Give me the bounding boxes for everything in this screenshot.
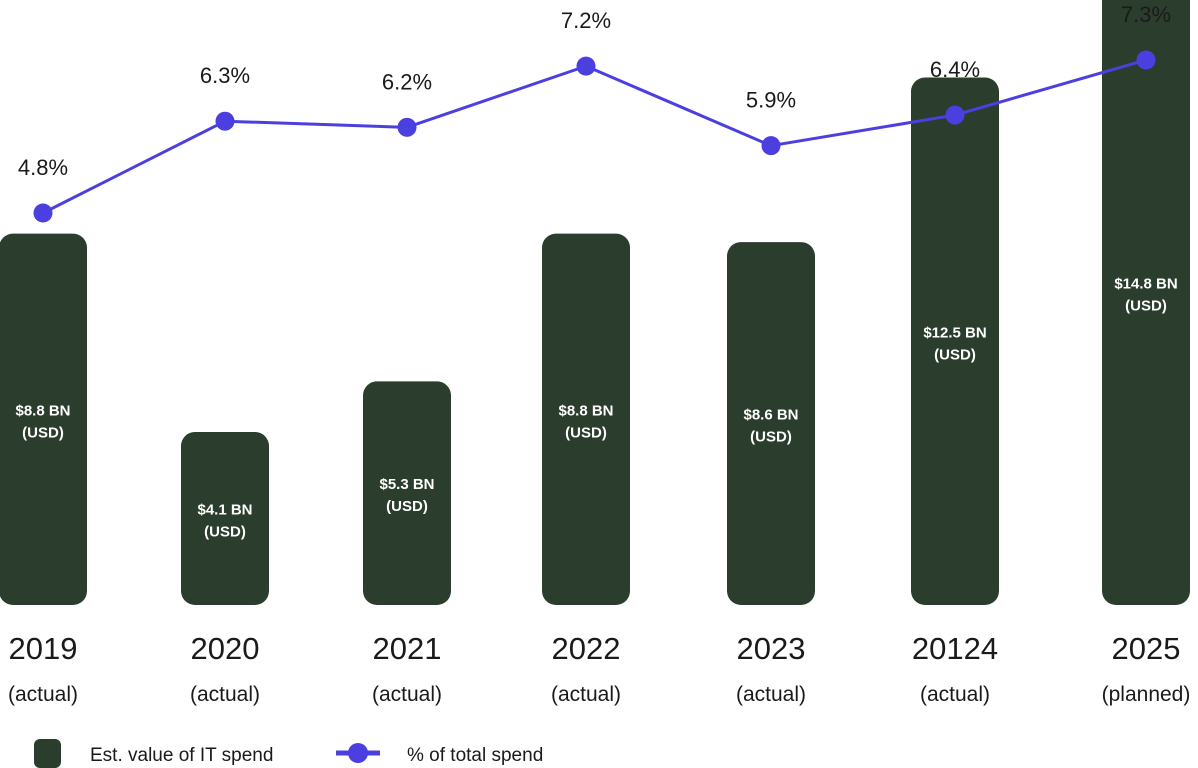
year-label: 2022	[552, 631, 621, 666]
percent-point-2020	[215, 111, 235, 131]
percent-point-20124	[945, 105, 965, 125]
bar-value-label: $12.5 BN	[923, 324, 986, 341]
category-labels-layer: 2019 (actual) 2020 (actual) 2021 (actual) 2022…	[8, 631, 1190, 706]
percent-point-2025	[1136, 50, 1156, 70]
legend: Est. value of IT spend % of total spend	[34, 739, 543, 768]
legend-bar-swatch	[34, 739, 61, 768]
bar-unit-label: (USD)	[386, 498, 428, 515]
year-label: 2021	[373, 631, 442, 666]
bars-layer	[0, 0, 1190, 605]
status-label: (actual)	[920, 683, 990, 706]
percent-label: 6.4%	[930, 57, 980, 82]
status-label: (actual)	[190, 683, 260, 706]
year-label: 2019	[9, 631, 78, 666]
bar-value-label: $5.3 BN	[379, 476, 434, 493]
bar-2025	[1102, 0, 1190, 605]
bar-unit-label: (USD)	[934, 346, 976, 363]
percent-label: 7.3%	[1121, 2, 1171, 27]
bar-labels-layer: $8.8 BN (USD) $4.1 BN (USD) $5.3 BN (USD) $8.8…	[15, 276, 1177, 541]
year-label: 2020	[191, 631, 260, 666]
year-label: 20124	[912, 631, 998, 666]
bar-2021	[363, 381, 451, 605]
status-label: (actual)	[8, 683, 78, 706]
percent-label: 6.3%	[200, 63, 250, 88]
percent-label: 4.8%	[18, 155, 68, 180]
status-label: (actual)	[551, 683, 621, 706]
bar-value-label: $8.8 BN	[15, 402, 70, 419]
bar-unit-label: (USD)	[1125, 298, 1167, 315]
year-label: 2025	[1112, 631, 1181, 666]
bar-value-label: $14.8 BN	[1114, 276, 1177, 293]
bar-20124	[911, 77, 999, 605]
percent-point-2022	[576, 56, 596, 76]
bar-unit-label: (USD)	[565, 424, 607, 441]
bar-unit-label: (USD)	[750, 429, 792, 446]
bar-unit-label: (USD)	[204, 523, 246, 540]
legend-line-label: % of total spend	[407, 745, 543, 766]
percent-label: 5.9%	[746, 88, 796, 113]
year-label: 2023	[737, 631, 806, 666]
bar-2022	[542, 233, 630, 605]
bar-value-label: $4.1 BN	[197, 501, 252, 518]
bar-value-label: $8.8 BN	[558, 402, 613, 419]
line-layer: 4.8% 6.3% 6.2% 7.2% 5.9% 6.4% 7.3%	[18, 2, 1171, 223]
status-label: (actual)	[736, 683, 806, 706]
percent-point-2023	[761, 136, 781, 156]
bar-unit-label: (USD)	[22, 424, 64, 441]
bar-2019	[0, 233, 87, 605]
percent-point-2019	[33, 203, 53, 223]
legend-line-dot	[348, 743, 368, 763]
percent-point-2021	[397, 117, 417, 137]
status-label: (planned)	[1102, 683, 1191, 706]
percent-label: 6.2%	[382, 69, 432, 94]
status-label: (actual)	[372, 683, 442, 706]
bar-value-label: $8.6 BN	[743, 407, 798, 424]
percent-label: 7.2%	[561, 8, 611, 33]
bar-2020	[181, 431, 269, 605]
legend-bar-label: Est. value of IT spend	[90, 745, 273, 766]
bar-2023	[727, 242, 815, 605]
